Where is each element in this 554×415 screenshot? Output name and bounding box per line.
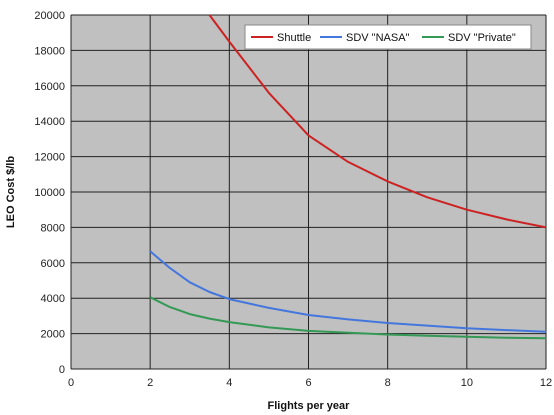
y-tick-label: 18000 [34, 45, 65, 57]
legend-label-1: SDV "NASA" [346, 32, 410, 44]
legend-label-0: Shuttle [277, 32, 311, 44]
series-lines [149, 14, 547, 340]
series-line-1 [149, 250, 547, 333]
y-tick-label: 6000 [41, 258, 65, 270]
legend-label-2: SDV "Private" [448, 32, 516, 44]
legend-box [244, 24, 532, 50]
x-tick-label: 10 [461, 377, 473, 389]
y-tick-label: 16000 [34, 81, 65, 93]
y-tick-label: 2000 [41, 329, 65, 341]
y-tick-label: 20000 [34, 10, 65, 22]
x-tick-label: 4 [226, 377, 232, 389]
y-axis-title: LEO Cost $/lb [5, 156, 17, 228]
y-axis-ticks: 0 2000 4000 6000 8000 10000 12000 14000 16000 180… [34, 10, 65, 376]
y-tick-label: 0 [59, 364, 65, 376]
x-tick-label: 12 [540, 377, 552, 389]
x-tick-label: 0 [68, 377, 74, 389]
x-axis-title: Flights per year [268, 400, 351, 412]
series-line-2 [149, 296, 547, 340]
y-tick-label: 8000 [41, 222, 65, 234]
x-tick-label: 8 [385, 377, 391, 389]
x-axis-ticks: 0 2 4 6 8 10 12 [68, 377, 552, 389]
y-tick-label: 4000 [41, 293, 65, 305]
y-tick-label: 14000 [34, 116, 65, 128]
x-tick-label: 6 [305, 377, 311, 389]
y-tick-label: 10000 [34, 187, 65, 199]
legend: Shuttle SDV "NASA" SDV "Private" [244, 24, 532, 50]
series-line-0 [208, 14, 547, 229]
y-tick-label: 12000 [34, 152, 65, 164]
x-tick-label: 2 [147, 377, 153, 389]
